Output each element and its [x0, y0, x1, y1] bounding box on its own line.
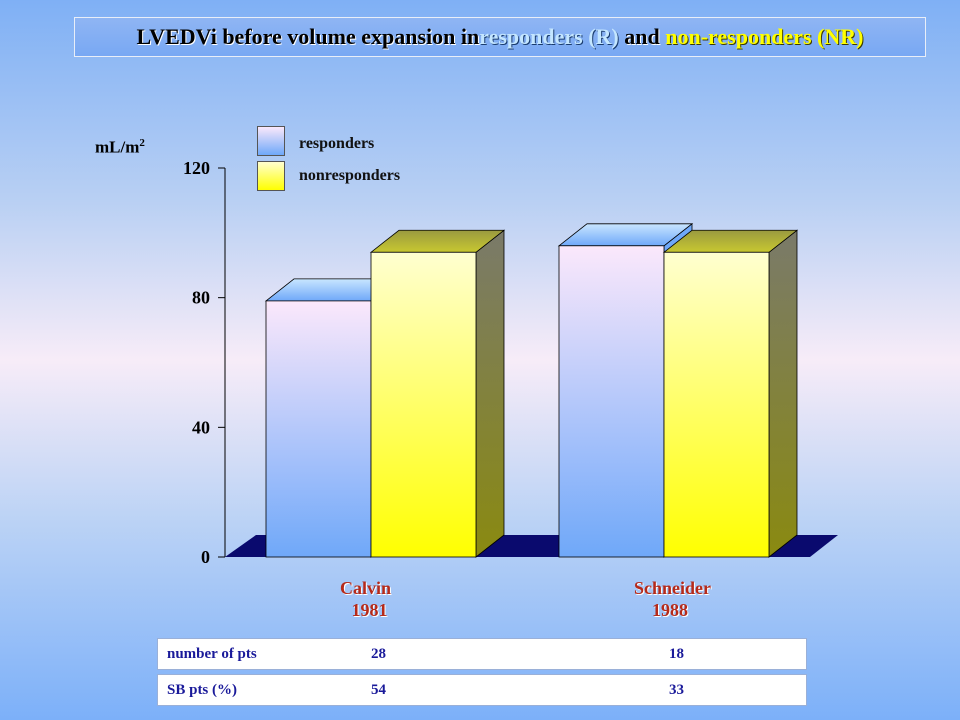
title-part1: LVEDVi before volume expansion in	[136, 24, 480, 49]
bar-responders-1	[558, 245, 665, 558]
bar-side-nonresponders-1	[768, 229, 798, 558]
study-year-calvin: 1981	[351, 600, 388, 620]
y-axis-unit: mL/m2	[95, 137, 145, 158]
title-part2: and	[618, 24, 666, 49]
y-tick-label: 0	[201, 547, 210, 567]
legend-swatch-nonresponders	[257, 161, 285, 191]
bar-nonresponders-1	[663, 251, 770, 558]
row-value-calvin-sb: 54	[371, 682, 386, 698]
y-unit-sup: 2	[139, 137, 145, 149]
y-tick-label: 40	[192, 417, 210, 437]
bar-side-nonresponders-0	[475, 229, 505, 558]
bar-nonresponders-0	[370, 251, 477, 558]
study-name-schneider: Schneider	[634, 578, 712, 598]
y-unit-text: mL/m	[95, 137, 140, 157]
table-row-sb-pts: SB pts (%) 54 33	[157, 674, 807, 706]
row-value-schneider-sb: 33	[669, 682, 684, 698]
title-nonresponders: non-responders (NR)	[665, 24, 864, 49]
row-label-number-of-pts: number of pts	[167, 646, 257, 662]
study-name-calvin: Calvin	[340, 578, 392, 598]
study-year-schneider: 1988	[652, 600, 688, 620]
study-label-calvin: Calvin 1981	[340, 577, 391, 621]
y-tick-label: 120	[183, 158, 210, 178]
bar-responders-0	[265, 300, 372, 558]
y-tick-label: 80	[192, 288, 210, 308]
row-label-sb-pts: SB pts (%)	[167, 682, 238, 698]
row-value-calvin-pts: 28	[371, 646, 386, 662]
study-label-schneider: Schneider 1988	[634, 577, 711, 621]
legend-swatch-responders	[257, 126, 285, 156]
legend-label-nonresponders: nonresponders	[299, 167, 401, 184]
legend-label-responders: responders	[299, 135, 375, 152]
bars-layer	[264, 222, 799, 558]
title-responders: responders (R)	[479, 24, 619, 49]
row-value-schneider-pts: 18	[669, 646, 684, 662]
y-axis: 0 40 80 120	[183, 158, 226, 567]
table-row-number-of-pts: number of pts 28 18	[157, 638, 807, 670]
chart-title: LVEDVi before volume expansion in respon…	[74, 17, 926, 57]
